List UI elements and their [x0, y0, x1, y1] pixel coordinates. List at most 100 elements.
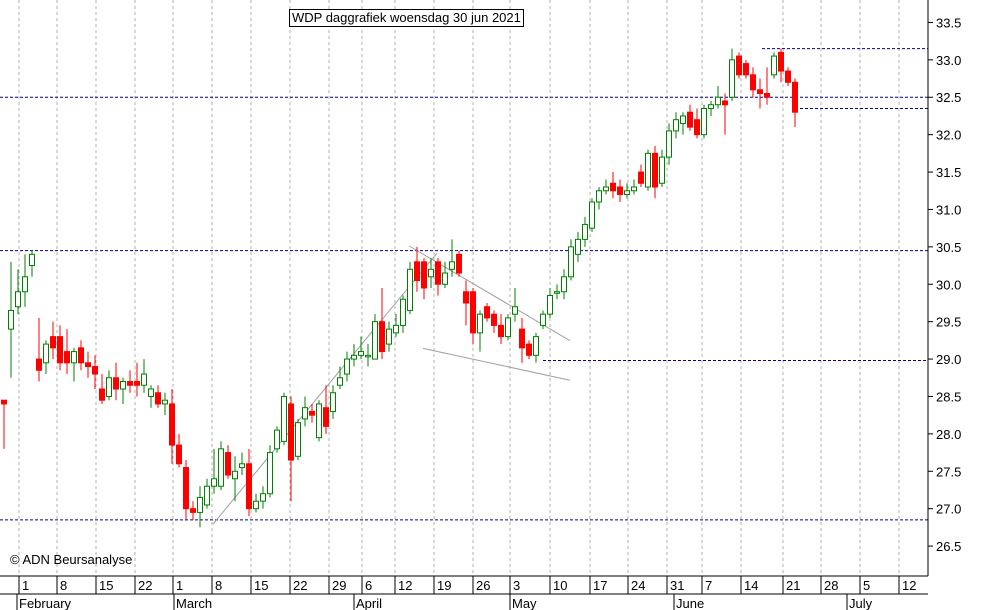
- candle-body: [169, 403, 175, 446]
- candle-body: [372, 321, 378, 360]
- candle-body: [365, 354, 371, 358]
- candle-body: [540, 313, 546, 326]
- candle-body: [316, 403, 322, 439]
- candle-body: [687, 111, 693, 128]
- candle-body: [386, 328, 392, 345]
- candle-body: [568, 246, 574, 278]
- candle-body: [638, 171, 644, 184]
- y-tick-label: 29.5: [936, 315, 961, 330]
- candle-body: [428, 268, 434, 278]
- y-tick-label: 31.0: [936, 202, 961, 217]
- candle-body: [295, 422, 301, 457]
- candle-body: [127, 381, 133, 386]
- candle-body: [246, 463, 252, 510]
- candle-body: [232, 470, 238, 480]
- candle-body: [498, 324, 504, 338]
- candle-body: [50, 336, 56, 349]
- candle-body: [659, 156, 665, 184]
- y-tick-label: 28.0: [936, 427, 961, 442]
- candle-body: [575, 238, 581, 255]
- candle-body: [722, 100, 728, 106]
- candle-body: [1, 399, 7, 405]
- candle-body: [253, 500, 259, 510]
- y-tick-label: 28.5: [936, 389, 961, 404]
- candle-body: [582, 223, 588, 240]
- candle-body: [106, 377, 112, 397]
- x-tick-label: 29: [332, 578, 346, 593]
- candle-body: [267, 452, 273, 495]
- candle-body: [708, 104, 714, 109]
- candle-body: [225, 452, 231, 476]
- candle-body: [757, 89, 763, 95]
- candle-body: [330, 392, 336, 412]
- x-tick-label: 10: [553, 578, 567, 593]
- x-tick-label: 15: [254, 578, 268, 593]
- candle-body: [358, 351, 364, 356]
- candle-body: [162, 399, 168, 405]
- candle-body: [120, 381, 126, 390]
- candle-body: [134, 381, 140, 386]
- candle-body: [631, 186, 637, 192]
- candle-body: [92, 366, 98, 375]
- candle-body: [561, 276, 567, 293]
- candle-body: [22, 276, 28, 293]
- candle-body: [351, 354, 357, 360]
- candle-body: [309, 410, 315, 416]
- x-tick-label: 28: [824, 578, 838, 593]
- candle-body: [414, 261, 420, 282]
- candle-body: [379, 321, 385, 353]
- candle-body: [470, 291, 476, 334]
- candle-body: [589, 201, 595, 229]
- month-label: February: [19, 596, 72, 610]
- candle-body: [15, 291, 21, 308]
- x-tick-label: 8: [60, 578, 67, 593]
- candle-body: [771, 55, 777, 76]
- y-tick-label: 30.0: [936, 277, 961, 292]
- candle-body: [148, 388, 154, 397]
- candle-body: [792, 81, 798, 113]
- candle-body: [533, 336, 539, 356]
- candle-body: [624, 190, 630, 195]
- month-label: June: [676, 596, 704, 610]
- candle-body: [617, 186, 623, 195]
- candle-body: [176, 444, 182, 465]
- candle-body: [155, 392, 161, 405]
- x-tick-label: 24: [631, 578, 645, 593]
- candle-body: [610, 182, 616, 192]
- candle-body: [526, 343, 532, 356]
- candle-body: [512, 306, 518, 315]
- candle-body: [442, 272, 448, 285]
- candle-body: [484, 306, 490, 319]
- y-tick-label: 27.5: [936, 464, 961, 479]
- candle-body: [239, 463, 245, 469]
- candle-body: [736, 55, 742, 76]
- x-tick-label: 31: [670, 578, 684, 593]
- candle-body: [29, 253, 35, 267]
- candle-body: [680, 115, 686, 124]
- candle-body: [64, 351, 70, 364]
- candle-body: [596, 190, 602, 203]
- y-tick-label: 33.5: [936, 15, 961, 30]
- x-tick-label: 8: [215, 578, 222, 593]
- candle-body: [785, 70, 791, 83]
- candle-body: [393, 324, 399, 334]
- candle-body: [505, 317, 511, 338]
- candle-body: [260, 493, 266, 502]
- candle-body: [554, 291, 560, 294]
- candle-body: [456, 253, 462, 274]
- y-tick-label: 30.5: [936, 240, 961, 255]
- candle-body: [218, 448, 224, 487]
- candle-body: [85, 362, 91, 368]
- candle-body: [715, 96, 721, 106]
- candle-body: [652, 152, 658, 188]
- x-tick-label: 17: [593, 578, 607, 593]
- month-label: May: [512, 596, 537, 610]
- copyright-label: © ADN Beursanalyse: [10, 552, 133, 567]
- y-tick-label: 32.0: [936, 128, 961, 143]
- candle-body: [211, 478, 217, 487]
- candle-body: [281, 395, 287, 442]
- candle-body: [344, 358, 350, 375]
- x-tick-label: 5: [863, 578, 870, 593]
- candle-body: [603, 186, 609, 192]
- candle-body: [645, 152, 651, 188]
